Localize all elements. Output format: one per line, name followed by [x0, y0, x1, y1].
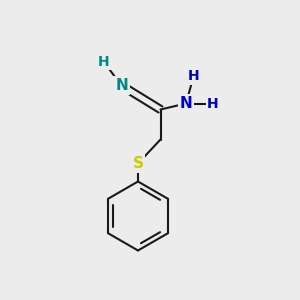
- Text: S: S: [133, 156, 143, 171]
- Text: H: H: [98, 55, 109, 68]
- Text: N: N: [115, 78, 128, 93]
- Text: N: N: [180, 96, 192, 111]
- Text: H: H: [207, 97, 219, 110]
- Text: H: H: [188, 70, 199, 83]
